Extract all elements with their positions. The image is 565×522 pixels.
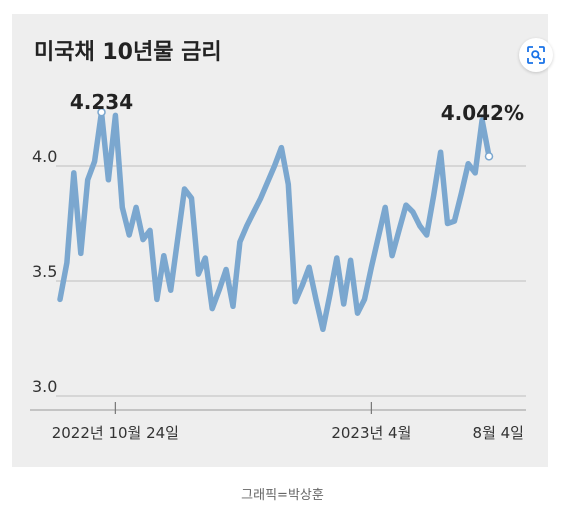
chart-title: 미국채 10년물 금리 — [34, 40, 222, 65]
lens-search-button[interactable] — [519, 38, 553, 72]
annotation-label: 4.042% — [441, 101, 524, 125]
chart-card: 미국채 10년물 금리 3.0 3.5 4.0 2022년 10월 24일 2023년 … — [12, 14, 553, 467]
y-tick-label: 3.5 — [32, 262, 57, 281]
x-tick-label: 8월 4일 — [473, 424, 524, 442]
annotated-point — [484, 152, 494, 161]
image-credit: 그래픽=박상훈 — [241, 488, 324, 503]
y-tick-label: 4.0 — [32, 147, 57, 166]
series-line — [57, 109, 492, 333]
x-tick-label: 2023년 4월 — [331, 424, 411, 442]
y-tick-label: 3.0 — [32, 377, 57, 396]
line-chart: 미국채 10년물 금리 3.0 3.5 4.0 2022년 10월 24일 2023년 … — [30, 40, 526, 442]
lens-search-icon — [527, 46, 545, 64]
annotation-label: 4.234 — [70, 90, 133, 114]
annotated-point — [97, 107, 106, 117]
x-tick-label: 2022년 10월 24일 — [52, 424, 179, 442]
